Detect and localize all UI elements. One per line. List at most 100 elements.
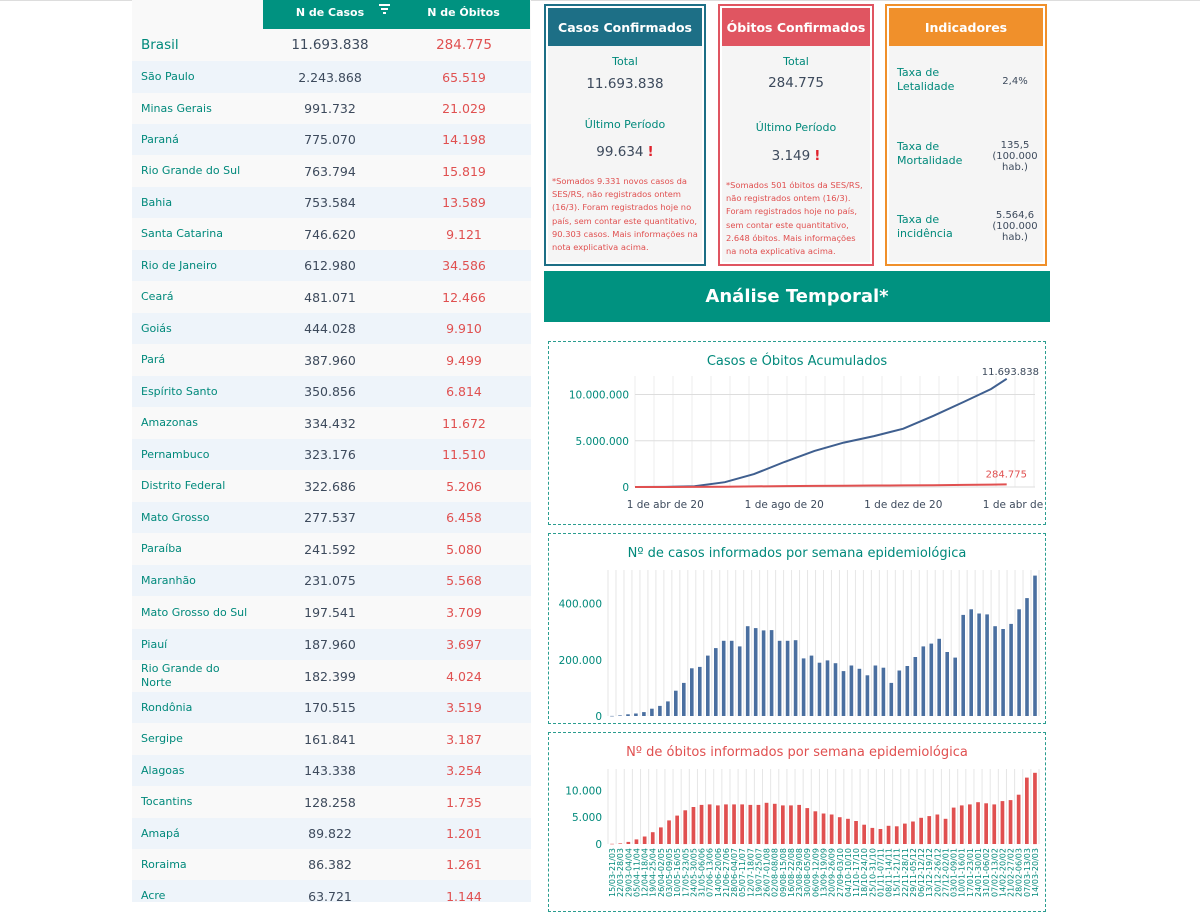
state-deaths: 5.206 — [446, 478, 482, 494]
state-cases: 182.399 — [304, 668, 356, 684]
state-cases: 2.243.868 — [298, 69, 362, 85]
x-tick-label: 22/03-28/03 — [616, 848, 625, 897]
table-row[interactable]: Amazonas 334.432 11.672 — [132, 407, 531, 439]
table-row[interactable]: Pará 387.960 9.499 — [132, 344, 531, 376]
cases-alert-icon[interactable]: ! — [647, 144, 654, 160]
bar — [1033, 772, 1037, 845]
x-tick-label: 29/11-05/12 — [909, 848, 918, 897]
x-tick-label: 19/04-25/04 — [649, 848, 658, 897]
state-cases: 753.584 — [304, 195, 356, 210]
x-tick-label: 15/11-21/11 — [893, 848, 902, 897]
header-cases[interactable]: N de Casos — [295, 6, 365, 19]
bar — [937, 638, 941, 716]
bar — [817, 662, 822, 716]
bar — [714, 648, 718, 716]
table-row-total[interactable]: Brasil 11.693.838 284.775 — [132, 29, 531, 61]
filter-icon[interactable] — [379, 4, 390, 17]
table-row[interactable]: Distrito Federal 322.686 5.206 — [132, 470, 531, 502]
table-row[interactable]: Amapá 89.822 1.201 — [132, 818, 531, 849]
bar — [667, 820, 671, 844]
state-name: Pará — [141, 353, 166, 366]
deaths-alert-icon[interactable]: ! — [814, 148, 821, 164]
x-tick-label: 20/12-26/12 — [933, 848, 942, 897]
x-tick-label: 15/03-21/03 — [608, 848, 617, 897]
x-tick-label: 31/05-06/06 — [698, 848, 707, 897]
table-row[interactable]: Paraíba 241.592 5.080 — [132, 533, 531, 565]
bar — [813, 811, 818, 844]
table-row[interactable]: Goiás 444.028 9.910 — [132, 313, 531, 344]
bar — [764, 802, 769, 845]
table-row[interactable]: Mato Grosso 277.537 6.458 — [132, 502, 531, 533]
state-name: Minas Gerais — [141, 101, 212, 115]
cases-last-value: 99.634 — [596, 144, 644, 160]
bar — [732, 804, 736, 844]
indicator-label: Taxa de incidência — [897, 213, 953, 240]
state-name: Mato Grosso do Sul — [141, 605, 248, 619]
state-deaths: 21.029 — [442, 101, 486, 116]
table-row[interactable]: Rio Grande do Norte 182.399 4.024 — [132, 660, 531, 692]
y-tick-label: 400.000 — [559, 599, 602, 611]
table-row[interactable]: Santa Catarina 746.620 9.121 — [132, 218, 531, 250]
table-row[interactable]: Espírito Santo 350.856 6.814 — [132, 376, 531, 407]
bar — [894, 826, 899, 844]
state-deaths: 1.261 — [446, 857, 482, 872]
bar — [951, 807, 956, 844]
table-row[interactable]: Roraima 86.382 1.261 — [132, 849, 531, 880]
state-cases: 170.515 — [304, 700, 356, 715]
table-row[interactable]: Alagoas 143.338 3.254 — [132, 755, 531, 786]
table-row[interactable]: São Paulo 2.243.868 65.519 — [132, 61, 531, 93]
state-name: Rio de Janeiro — [141, 258, 217, 272]
indicator-label: Taxa de Letalidade — [897, 66, 955, 93]
state-cases: 444.028 — [304, 321, 356, 336]
bar — [968, 804, 972, 844]
x-tick-label: 12/04-18/04 — [641, 848, 650, 897]
state-cases: 187.960 — [304, 637, 356, 652]
x-tick-label: 24/05-30/05 — [689, 848, 698, 897]
temporal-analysis-banner: Análise Temporal* — [544, 271, 1050, 322]
bar — [699, 804, 704, 844]
state-name: Espírito Santo — [141, 384, 218, 398]
bar — [993, 626, 997, 716]
table-row[interactable]: Tocantins 128.258 1.735 — [132, 786, 531, 818]
bar — [977, 613, 981, 716]
header-deaths[interactable]: N de Óbitos — [427, 6, 500, 19]
table-row[interactable]: Rio Grande do Sul 763.794 15.819 — [132, 155, 531, 187]
state-deaths: 1.144 — [446, 888, 482, 903]
deaths-card-title: Óbitos Confirmados — [722, 8, 870, 46]
table-row[interactable]: Ceará 481.071 12.466 — [132, 281, 531, 313]
table-row[interactable]: Rio de Janeiro 612.980 34.586 — [132, 250, 531, 281]
bar — [682, 682, 686, 716]
indicator-label: Taxa de Mortalidade — [897, 140, 963, 167]
x-tick-label: 16/08-22/08 — [787, 848, 796, 897]
bar — [959, 805, 964, 844]
bar — [777, 640, 782, 716]
table-row[interactable]: Sergipe 161.841 3.187 — [132, 723, 531, 755]
x-tick-label: 27/09-03/10 — [836, 848, 845, 897]
bar — [737, 646, 742, 716]
state-name: Sergipe — [141, 732, 183, 745]
bar — [1033, 575, 1037, 716]
x-tick-label: 30/08-05/09 — [803, 848, 812, 897]
table-row[interactable]: Pernambuco 323.176 11.510 — [132, 439, 531, 470]
table-row[interactable]: Bahia 753.584 13.589 — [132, 187, 531, 218]
x-tick-label: 26/04-02/05 — [657, 848, 666, 897]
bar — [666, 701, 670, 716]
table-row[interactable]: Mato Grosso do Sul 197.541 3.709 — [132, 596, 531, 629]
table-row[interactable]: Paraná 775.070 14.198 — [132, 124, 531, 155]
bar — [985, 614, 989, 716]
table-row[interactable]: Minas Gerais 991.732 21.029 — [132, 93, 531, 124]
state-cases: 746.620 — [304, 226, 356, 242]
state-name: Amazonas — [141, 416, 198, 429]
table-row[interactable]: Rondônia 170.515 3.519 — [132, 692, 531, 723]
y-tick-label: 5.000 — [572, 812, 602, 824]
indicator-value: 2,4% — [1002, 76, 1028, 87]
y-tick-label: 10.000 — [565, 785, 602, 797]
state-name: Distrito Federal — [141, 479, 226, 492]
table-row[interactable]: Maranhão 231.075 5.568 — [132, 565, 531, 596]
state-name: Rondônia — [141, 700, 193, 714]
table-row[interactable]: Piauí 187.960 3.697 — [132, 629, 531, 660]
table-row[interactable]: Acre 63.721 1.144 — [132, 880, 531, 902]
state-name: Santa Catarina — [141, 227, 224, 240]
bar — [650, 708, 654, 716]
bar — [797, 804, 801, 844]
